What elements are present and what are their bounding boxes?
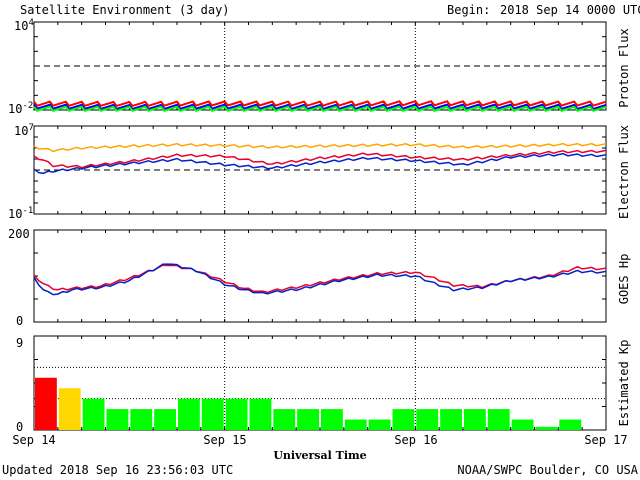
electron-y-ticks: 107 10-1 [8, 123, 34, 221]
proton-y-max-label: 104 [14, 18, 34, 33]
kp-bar [130, 409, 153, 430]
electron-series-blue [33, 152, 607, 175]
hp-frame [33, 229, 607, 323]
kp-bar [511, 419, 534, 430]
kp-ylabel: Estimated Kp [617, 340, 631, 427]
kp-bar [392, 409, 415, 430]
x-tick-sep15: Sep 15 [203, 433, 246, 447]
kp-bar [154, 409, 176, 430]
kp-bar [535, 426, 558, 430]
kp-y-min-label: 0 [16, 420, 23, 434]
hp-y-max-label: 200 [8, 227, 30, 241]
panels [33, 21, 607, 431]
proton-series-green [33, 105, 607, 112]
kp-bar [297, 409, 319, 430]
kp-bar [464, 409, 486, 430]
kp-bar [35, 377, 57, 430]
kp-y-max-label: 9 [16, 336, 23, 350]
updated-timestamp: Updated 2018 Sep 16 23:56:03 UTC [2, 463, 233, 477]
proton-series-red [33, 100, 607, 108]
begin-value: 2018 Sep 14 0000 UTC [500, 3, 640, 17]
proton-y-ticks: 104 10-2 [8, 18, 34, 116]
kp-bar [82, 398, 105, 430]
kp-bar [559, 419, 582, 430]
kp-bar [225, 398, 248, 430]
electron-series-red [33, 149, 607, 169]
electron-ylabel: Electron Flux [617, 125, 631, 219]
proton-series-blue [33, 103, 607, 111]
kp-bar [321, 409, 343, 430]
kp-bar [249, 398, 272, 430]
x-axis-label: Universal Time [273, 449, 366, 462]
x-tick-sep17: Sep 17 [584, 433, 627, 447]
chart-title: Satellite Environment (3 day) [20, 3, 230, 17]
x-tick-sep16: Sep 16 [394, 433, 437, 447]
kp-bar [368, 419, 391, 430]
proton-y-min-label: 10-2 [8, 101, 33, 116]
kp-bar [201, 398, 224, 430]
electron-y-max-label: 107 [14, 123, 34, 138]
proton-ylabel: Proton Flux [617, 28, 631, 107]
hp-series-blue [33, 263, 607, 296]
begin-label: Begin: [447, 3, 490, 17]
hp-y-ticks: 200 0 [8, 227, 30, 328]
kp-bar [344, 419, 367, 430]
electron-y-min-label: 10-1 [8, 206, 33, 221]
kp-bar [273, 409, 296, 430]
kp-y-ticks: 9 0 [16, 336, 23, 434]
hp-y-min-label: 0 [16, 314, 23, 328]
kp-bar [416, 409, 439, 430]
electron-series-orange [33, 142, 607, 153]
kp-bar [178, 398, 200, 430]
hp-ylabel: GOES Hp [617, 254, 631, 305]
kp-bar [58, 388, 81, 430]
credit-text: NOAA/SWPC Boulder, CO USA [457, 463, 638, 477]
kp-bar [440, 409, 462, 430]
x-tick-sep14: Sep 14 [12, 433, 55, 447]
kp-bar [106, 409, 129, 430]
kp-bar [487, 409, 510, 430]
